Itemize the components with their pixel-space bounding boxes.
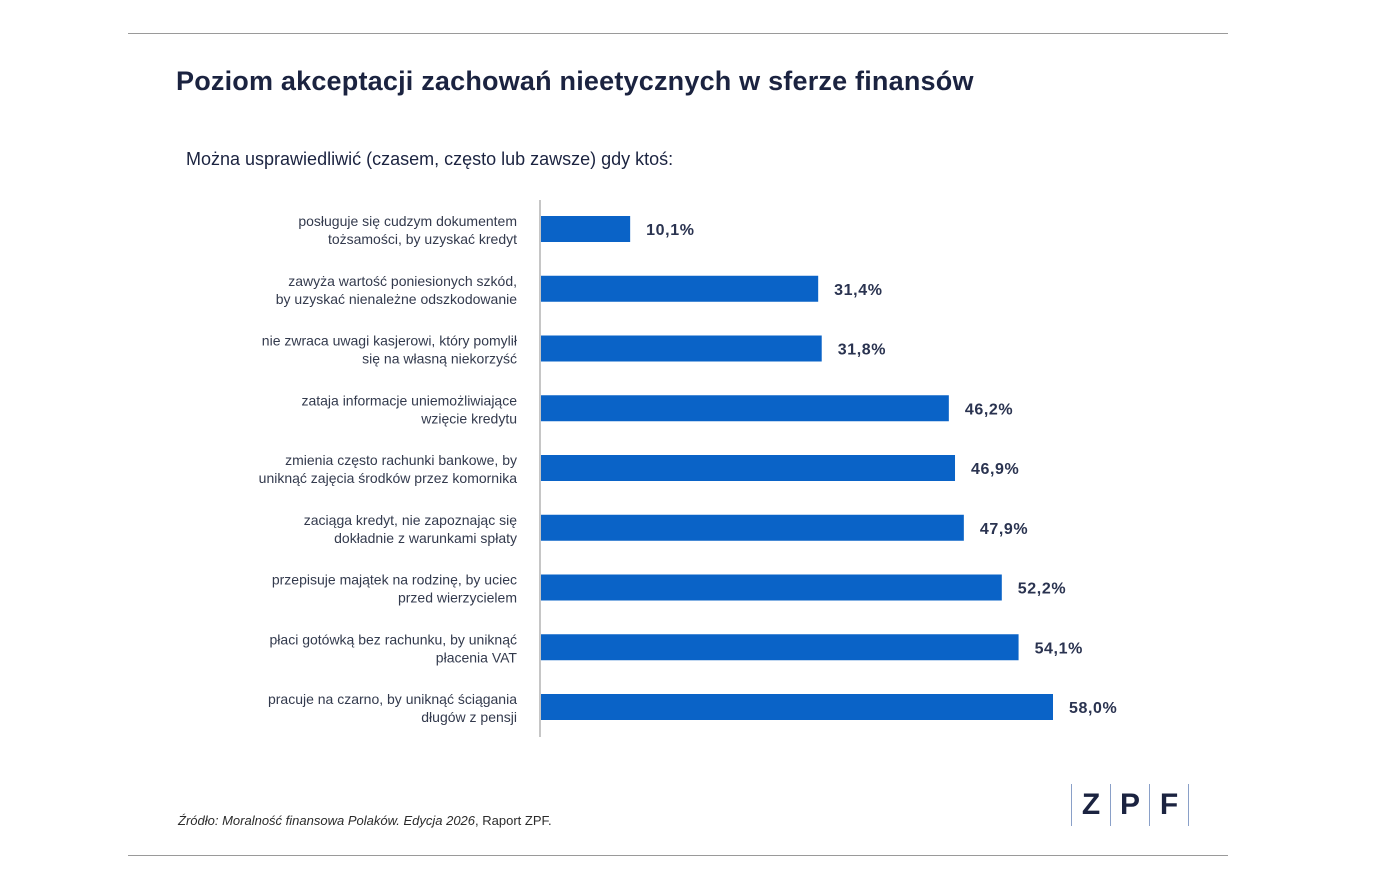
bar-value-label-7: 52,2% [1018, 581, 1066, 598]
bar-4 [541, 395, 949, 422]
category-label-8-line-2: płacenia VAT [436, 649, 518, 665]
category-label-2-line-2: by uzyskać nienależne odszkodowanie [276, 291, 517, 307]
logo-divider [1149, 784, 1150, 826]
category-label-1-line-1: posługuje się cudzym dokumentem [298, 213, 517, 229]
bar-8 [541, 634, 1019, 661]
bar-value-label-8: 54,1% [1035, 640, 1083, 657]
logo-letter-f: F [1159, 788, 1179, 821]
bottom-rule [128, 855, 1228, 856]
source-prefix: Źródło: [178, 813, 219, 828]
category-label-4-line-2: wzięcie kredytu [420, 410, 517, 426]
bar-9 [541, 694, 1053, 720]
category-label-9-line-2: długów z pensji [421, 709, 517, 725]
bar-6 [541, 514, 964, 541]
chart-title: Poziom akceptacji zachowań nieetycznych … [176, 66, 974, 96]
logo-divider [1071, 784, 1072, 826]
bar-value-label-6: 47,9% [980, 521, 1028, 538]
bar-value-label-9: 58,0% [1069, 700, 1117, 717]
category-label-1-line-2: tożsamości, by uzyskać kredyt [328, 231, 517, 247]
logo-divider [1110, 784, 1111, 826]
category-label-7-line-1: przepisuje majątek na rodzinę, by uciec [272, 572, 517, 588]
zpf-logo: Z P F [1064, 784, 1196, 826]
bar-5 [541, 455, 956, 481]
source-title: Moralność finansowa Polaków. Edycja 2026 [222, 813, 476, 828]
chart-subtitle: Można usprawiedliwić (czasem, często lub… [186, 149, 674, 169]
category-label-4-line-1: zataja informacje uniemożliwiające [301, 392, 517, 408]
source-suffix: , Raport ZPF. [475, 813, 552, 828]
logo-letter-p: P [1119, 788, 1140, 821]
logo-letter-z: Z [1081, 788, 1101, 821]
bar-value-label-1: 10,1% [646, 222, 694, 239]
category-label-3-line-2: się na własną niekorzyść [362, 351, 517, 367]
category-label-8-line-1: płaci gotówką bez rachunku, by uniknąć [270, 631, 517, 647]
bar-2 [541, 275, 819, 302]
category-label-5-line-2: uniknąć zajęcia środków przez komornika [259, 470, 518, 486]
category-label-2-line-1: zawyża wartość poniesionych szkód, [288, 273, 517, 289]
bar-value-label-5: 46,9% [971, 461, 1019, 478]
category-label-7-line-2: przed wierzycielem [398, 590, 517, 606]
bar-1 [541, 216, 631, 242]
bar-value-label-4: 46,2% [965, 401, 1013, 418]
category-label-6-line-2: dokładnie z warunkami spłaty [334, 530, 517, 546]
category-label-5-line-1: zmienia często rachunki bankowe, by [285, 452, 517, 468]
source-note: Źródło: Moralność finansowa Polaków. Edy… [178, 813, 552, 828]
category-label-3-line-1: nie zwraca uwagi kasjerowi, który pomyli… [262, 333, 518, 349]
category-label-9-line-1: pracuje na czarno, by uniknąć ściągania [268, 691, 517, 707]
bar-value-label-3: 31,8% [838, 342, 886, 359]
logo-divider [1188, 784, 1189, 826]
bar-value-label-2: 31,4% [834, 282, 882, 299]
bar-3 [541, 335, 822, 362]
top-rule [128, 33, 1228, 34]
bar-7 [541, 574, 1002, 601]
category-label-6-line-1: zaciąga kredyt, nie zapoznając się [304, 512, 517, 528]
